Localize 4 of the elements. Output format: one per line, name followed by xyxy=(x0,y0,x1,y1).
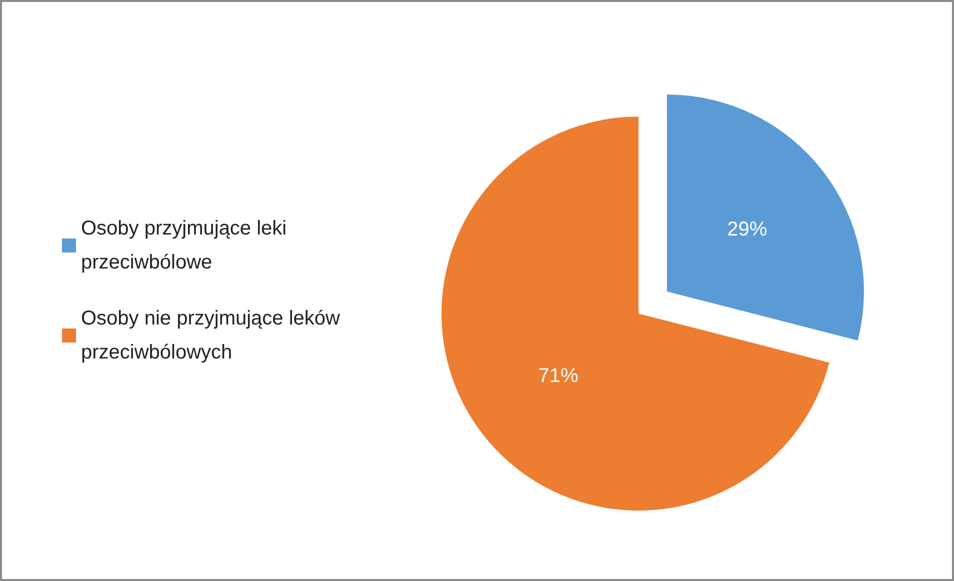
legend-label: Osoby przyjmujące leki przeciwbólowe xyxy=(81,218,292,274)
legend-label: Osoby nie przyjmujące leków przeciwbólowych xyxy=(81,308,346,364)
data-label: 29% xyxy=(727,218,768,240)
data-label: 71% xyxy=(538,364,579,387)
